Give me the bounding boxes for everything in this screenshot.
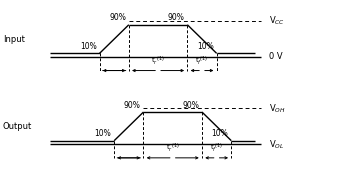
Text: 10%: 10% [197,42,214,51]
Text: 0 V: 0 V [269,52,283,62]
Text: 90%: 90% [167,13,184,22]
Text: t$_r$$^{(1)}$: t$_r$$^{(1)}$ [166,142,180,154]
Text: t$_r$$^{(1)}$: t$_r$$^{(1)}$ [151,54,165,67]
Text: 90%: 90% [182,101,199,110]
Text: 90%: 90% [124,101,140,110]
Text: Input: Input [3,34,25,44]
Text: V$_{OL}$: V$_{OL}$ [269,138,285,151]
Text: V$_{OH}$: V$_{OH}$ [269,102,286,115]
Text: 90%: 90% [109,13,126,22]
Text: t$_f$$^{(1)}$: t$_f$$^{(1)}$ [210,142,223,154]
Text: 10%: 10% [212,129,228,138]
Text: 10%: 10% [94,129,111,138]
Text: 10%: 10% [80,42,97,51]
Text: t$_f$$^{(1)}$: t$_f$$^{(1)}$ [195,54,209,67]
Text: Output: Output [3,122,32,131]
Text: V$_{CC}$: V$_{CC}$ [269,15,285,27]
